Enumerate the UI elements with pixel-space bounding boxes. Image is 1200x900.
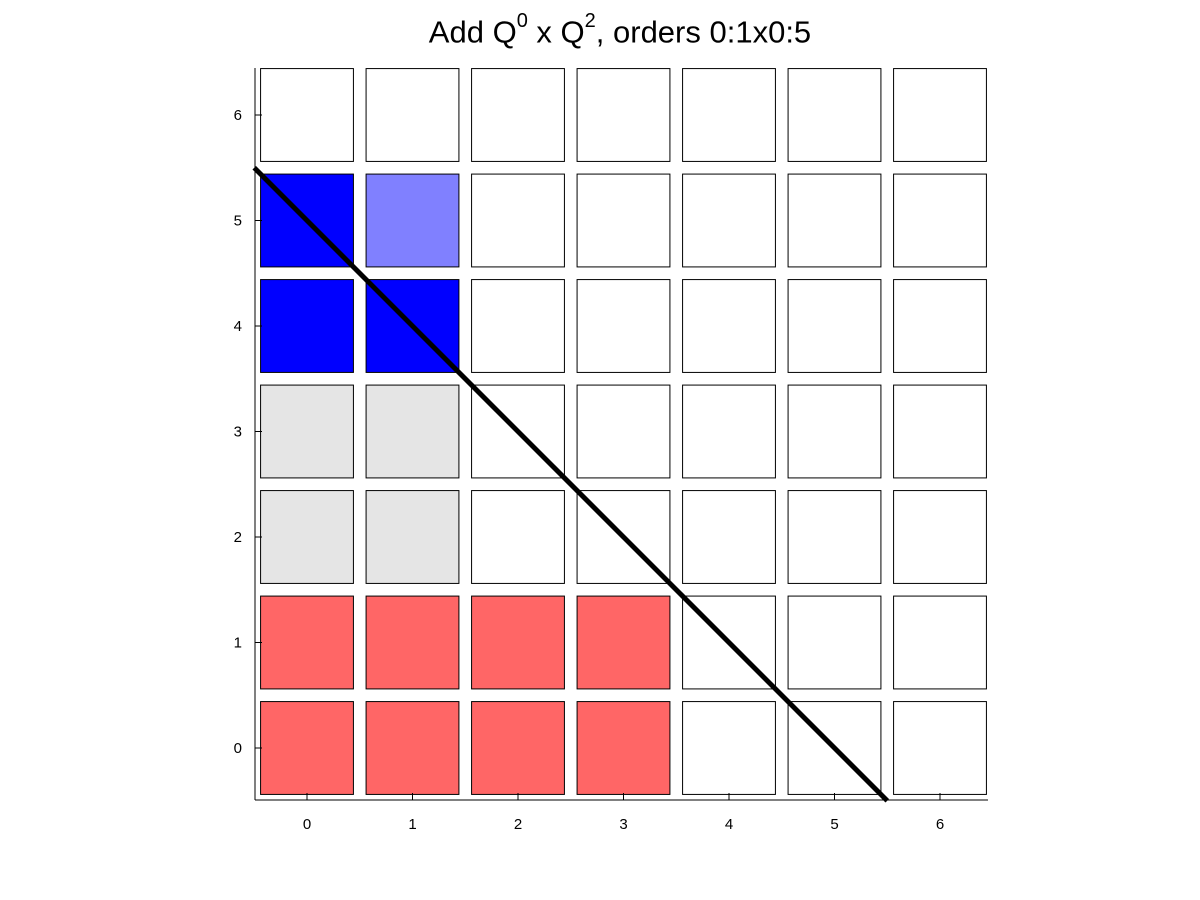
x-tick-label-0: 0 <box>303 816 311 833</box>
axes-layer <box>254 68 988 801</box>
x-tick-label-2: 2 <box>514 816 522 833</box>
x-tick-label-5: 5 <box>830 816 838 833</box>
cell-3-5 <box>576 173 671 268</box>
cell-2-1 <box>471 595 565 690</box>
cell-0-0 <box>260 701 354 795</box>
title-superscript-2: 2 <box>584 10 596 32</box>
cell-3-1 <box>576 595 671 690</box>
cell-2-2 <box>471 490 565 584</box>
cell-0-1 <box>260 595 354 690</box>
cell-5-6 <box>787 68 882 162</box>
cell-2-4 <box>471 279 565 373</box>
diagonal-line <box>252 165 890 803</box>
y-tick-label-2: 2 <box>234 529 242 546</box>
overlay-layer <box>252 165 890 803</box>
cell-5-5 <box>787 173 882 268</box>
cell-layer <box>260 68 987 795</box>
cell-5-1 <box>787 595 882 690</box>
cell-2-5 <box>471 173 565 268</box>
cell-4-0 <box>682 701 776 795</box>
cell-4-3 <box>682 384 776 479</box>
cell-2-0 <box>471 701 565 795</box>
title-prefix: Add Q <box>428 14 517 50</box>
cell-0-4 <box>260 279 354 373</box>
cell-1-1 <box>365 595 460 690</box>
cell-0-3 <box>260 384 354 479</box>
cell-1-6 <box>365 68 460 162</box>
cell-1-2 <box>365 490 460 584</box>
cell-0-6 <box>260 68 354 162</box>
tick-layer: 0 1 2 3 4 5 6 0 1 2 3 4 5 6 <box>234 107 945 833</box>
cell-6-6 <box>893 68 987 162</box>
cell-5-3 <box>787 384 882 479</box>
cell-6-4 <box>893 279 987 373</box>
title-superscript-1: 0 <box>516 10 528 32</box>
cell-1-3 <box>365 384 460 479</box>
cell-3-4 <box>576 279 671 373</box>
cell-3-0 <box>576 701 671 795</box>
cell-4-5 <box>682 173 776 268</box>
cell-5-4 <box>787 279 882 373</box>
y-tick-label-0: 0 <box>234 740 242 757</box>
cell-0-2 <box>260 490 354 584</box>
y-tick-label-1: 1 <box>234 635 242 652</box>
cell-1-5 <box>365 173 460 268</box>
chart-title: Add Q0 x Q2, orders 0:1x0:5 <box>0 10 1200 50</box>
y-tick-label-4: 4 <box>234 318 242 335</box>
title-middle: x Q <box>527 14 585 50</box>
x-tick-label-1: 1 <box>408 816 416 833</box>
x-tick-label-6: 6 <box>936 816 944 833</box>
cell-3-6 <box>576 68 671 162</box>
cell-6-3 <box>893 384 987 479</box>
cell-4-2 <box>682 490 776 584</box>
cell-6-2 <box>893 490 987 584</box>
cell-6-1 <box>893 595 987 690</box>
cell-6-5 <box>893 173 987 268</box>
cell-4-6 <box>682 68 776 162</box>
y-tick-label-3: 3 <box>234 424 242 441</box>
x-tick-label-3: 3 <box>619 816 627 833</box>
title-suffix: , orders 0:1x0:5 <box>595 14 812 50</box>
cell-2-6 <box>471 68 565 162</box>
y-tick-label-6: 6 <box>234 107 242 124</box>
y-tick-label-5: 5 <box>234 213 242 230</box>
cell-1-0 <box>365 701 460 795</box>
cell-3-3 <box>576 384 671 479</box>
cell-5-2 <box>787 490 882 584</box>
cell-4-4 <box>682 279 776 373</box>
x-tick-label-4: 4 <box>725 816 733 833</box>
cell-6-0 <box>893 701 987 795</box>
